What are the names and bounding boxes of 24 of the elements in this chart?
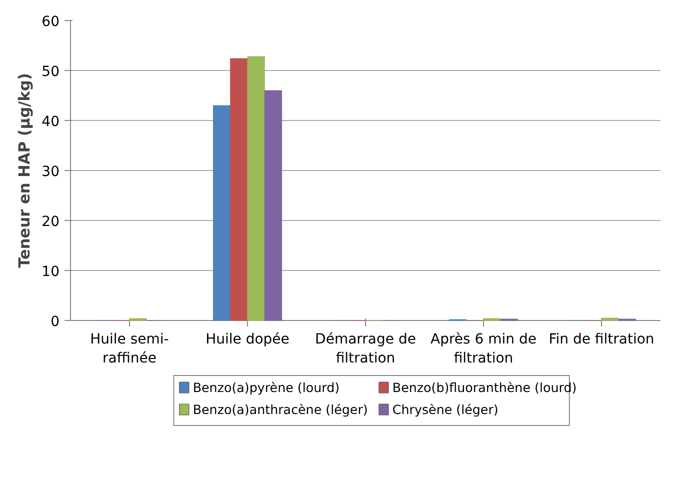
legend-label: Benzo(a)pyrène (lourd)	[192, 380, 340, 395]
legend-label: Chrysène (léger)	[392, 402, 498, 417]
bar	[129, 318, 147, 321]
y-tick-label: 60	[42, 14, 60, 30]
bar	[247, 56, 265, 321]
bar	[483, 318, 501, 321]
legend-label: Benzo(b)fluoranthène (lourd)	[392, 380, 577, 395]
y-axis-title: Teneur en HAP (µg/kg)	[16, 73, 34, 268]
y-tick-label: 20	[42, 214, 60, 230]
bar	[212, 105, 231, 321]
legend-label: Benzo(a)anthracène (léger)	[192, 402, 368, 417]
bar	[601, 318, 619, 321]
x-tick-label: Huile dopée	[206, 332, 290, 348]
y-tick-label: 30	[42, 164, 60, 180]
x-tick-label: Fin de filtration	[548, 332, 654, 348]
y-tick-label: 0	[50, 314, 60, 330]
x-tick-label: Huile semi- raffinée	[90, 332, 169, 367]
y-tick-label: 10	[42, 264, 60, 280]
bar	[230, 58, 248, 321]
x-tick-label: Après 6 min de filtration	[430, 332, 536, 367]
x-tick-label: Démarrage de filtration	[315, 332, 416, 367]
y-tick-label: 50	[42, 64, 60, 80]
bar	[264, 90, 282, 321]
y-tick-label: 40	[42, 114, 60, 130]
